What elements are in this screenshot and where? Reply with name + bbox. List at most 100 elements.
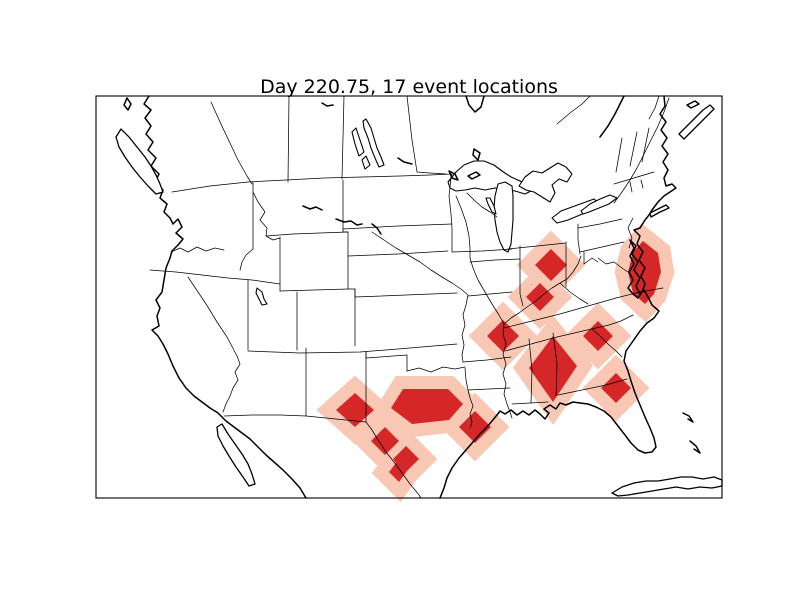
columbia-river-wa-or bbox=[170, 246, 225, 253]
lake-of-the-woods bbox=[448, 170, 459, 181]
michigan-indiana-ohio-border bbox=[507, 242, 567, 250]
red-river-tx-ok bbox=[406, 366, 466, 373]
lake-michigan bbox=[493, 181, 514, 253]
kentucky-virginia-border bbox=[559, 282, 589, 305]
event-cluster-indiana bbox=[535, 249, 567, 281]
savannah-river-border bbox=[591, 328, 623, 358]
42nd-parallel-border bbox=[149, 269, 281, 285]
event-cluster-texas-coast bbox=[459, 411, 491, 443]
connecticut-rhodeisland-borders bbox=[629, 179, 644, 193]
event-cluster-north-florida bbox=[601, 373, 631, 403]
illinois-indiana-border bbox=[519, 245, 524, 307]
james-bay-inlet bbox=[465, 95, 485, 113]
minnesota-dakota-border bbox=[448, 177, 453, 253]
ohio-pennsylvania-border bbox=[577, 223, 581, 255]
lake-ontario bbox=[580, 194, 618, 215]
lake-oahe bbox=[371, 223, 382, 235]
haida-gwaii-island bbox=[123, 97, 132, 111]
event-cluster-alabama-georgia bbox=[529, 336, 577, 402]
fort-peck-lake bbox=[302, 205, 323, 211]
event-cluster-missouri-arkansas bbox=[487, 320, 519, 352]
isle-royale bbox=[467, 171, 481, 180]
alberta-saskatchewan-border bbox=[287, 95, 290, 183]
arkansas-louisiana-border bbox=[467, 387, 511, 391]
oregon-idaho-border bbox=[239, 248, 254, 271]
nebraska-kansas-border bbox=[354, 292, 458, 298]
iowa-missouri-border bbox=[467, 291, 513, 297]
lake-sakakawea bbox=[335, 218, 363, 226]
quebec-newbrunswick-border bbox=[648, 95, 660, 120]
westvirginia-borders bbox=[583, 251, 599, 265]
mississippi-river bbox=[455, 195, 513, 419]
small-prairie-lakes bbox=[321, 102, 413, 165]
baja-california-peninsula bbox=[216, 423, 256, 487]
event-cluster-south-texas bbox=[389, 446, 419, 482]
texas-east-border bbox=[464, 367, 474, 429]
massachusetts-south-border bbox=[613, 171, 655, 185]
prince-edward-island bbox=[686, 100, 700, 109]
north-south-dakota-border bbox=[342, 223, 453, 230]
vancouver-island bbox=[115, 128, 164, 195]
us-mexico-border bbox=[223, 414, 367, 423]
map-linework bbox=[115, 95, 723, 499]
lake-winnipegosis bbox=[351, 127, 365, 157]
ohio-river bbox=[503, 255, 582, 325]
georgia-florida-border bbox=[557, 378, 628, 396]
pennsylvania-maryland-border bbox=[579, 241, 625, 253]
manitoba-ontario-border bbox=[406, 95, 447, 175]
wisconsin-illinois-border bbox=[469, 258, 521, 263]
oklahoma-panhandle-border bbox=[365, 351, 408, 372]
map-frame bbox=[95, 95, 723, 499]
figure-title: Day 220.75, 17 event locations bbox=[260, 76, 558, 98]
tennessee-south-border bbox=[504, 314, 634, 352]
idaho-montana-border bbox=[252, 191, 281, 241]
bc-alberta-border bbox=[210, 101, 253, 185]
delaware-river-border bbox=[627, 217, 634, 249]
event-cluster-chesapeake bbox=[628, 241, 661, 304]
missouri-arkansas-border bbox=[462, 356, 512, 363]
california-nevada-border bbox=[187, 276, 241, 413]
cuba bbox=[611, 476, 723, 497]
gulf-atlantic-coastline bbox=[439, 95, 677, 499]
event-cluster-georgia-carolina bbox=[583, 321, 613, 351]
potomac-river bbox=[597, 257, 629, 273]
wyoming-south-border bbox=[279, 288, 356, 292]
bahamas-islands bbox=[682, 412, 701, 454]
south-dakota-nebraska-border bbox=[347, 250, 449, 257]
lake-superior bbox=[447, 160, 534, 195]
event-cluster-kentucky bbox=[526, 283, 554, 311]
montana-dakota-border bbox=[342, 179, 349, 233]
mississippi-alabama-border bbox=[528, 338, 533, 404]
pacific-coastline bbox=[143, 95, 307, 499]
kentucky-tennessee-virginia-border bbox=[503, 287, 664, 329]
montana-south-border bbox=[265, 231, 349, 237]
us-canada-border bbox=[171, 173, 453, 193]
wisconsin-michigan-border bbox=[466, 192, 498, 218]
nova-scotia bbox=[678, 104, 715, 140]
louisiana-mississippi-border bbox=[511, 401, 549, 405]
minnesota-iowa-border bbox=[451, 248, 513, 253]
great-salt-lake bbox=[255, 287, 268, 306]
alabama-georgia-border bbox=[552, 332, 558, 397]
green-bay bbox=[485, 197, 497, 215]
newyork-vermont-border bbox=[615, 137, 623, 173]
long-island bbox=[649, 204, 670, 218]
maine-newhampshire-border bbox=[641, 127, 650, 163]
event-marker-layer bbox=[336, 241, 661, 482]
ontario-quebec-border bbox=[556, 95, 591, 125]
lake-huron bbox=[518, 162, 573, 203]
lake-nipigon bbox=[472, 148, 481, 161]
event-cluster-north-texas bbox=[391, 389, 463, 424]
saskatchewan-manitoba-border bbox=[341, 95, 345, 180]
rio-grande-river bbox=[365, 421, 422, 499]
lake-winnipeg bbox=[362, 118, 385, 168]
event-cluster-central-texas bbox=[371, 427, 399, 455]
quebec-coast bbox=[599, 95, 625, 138]
pennsylvania-newyork-border bbox=[577, 218, 623, 229]
37th-parallel-border bbox=[247, 343, 458, 354]
missouri-river bbox=[371, 231, 469, 363]
vermont-newhampshire-border bbox=[629, 131, 638, 167]
event-cluster-west-texas bbox=[336, 393, 374, 427]
